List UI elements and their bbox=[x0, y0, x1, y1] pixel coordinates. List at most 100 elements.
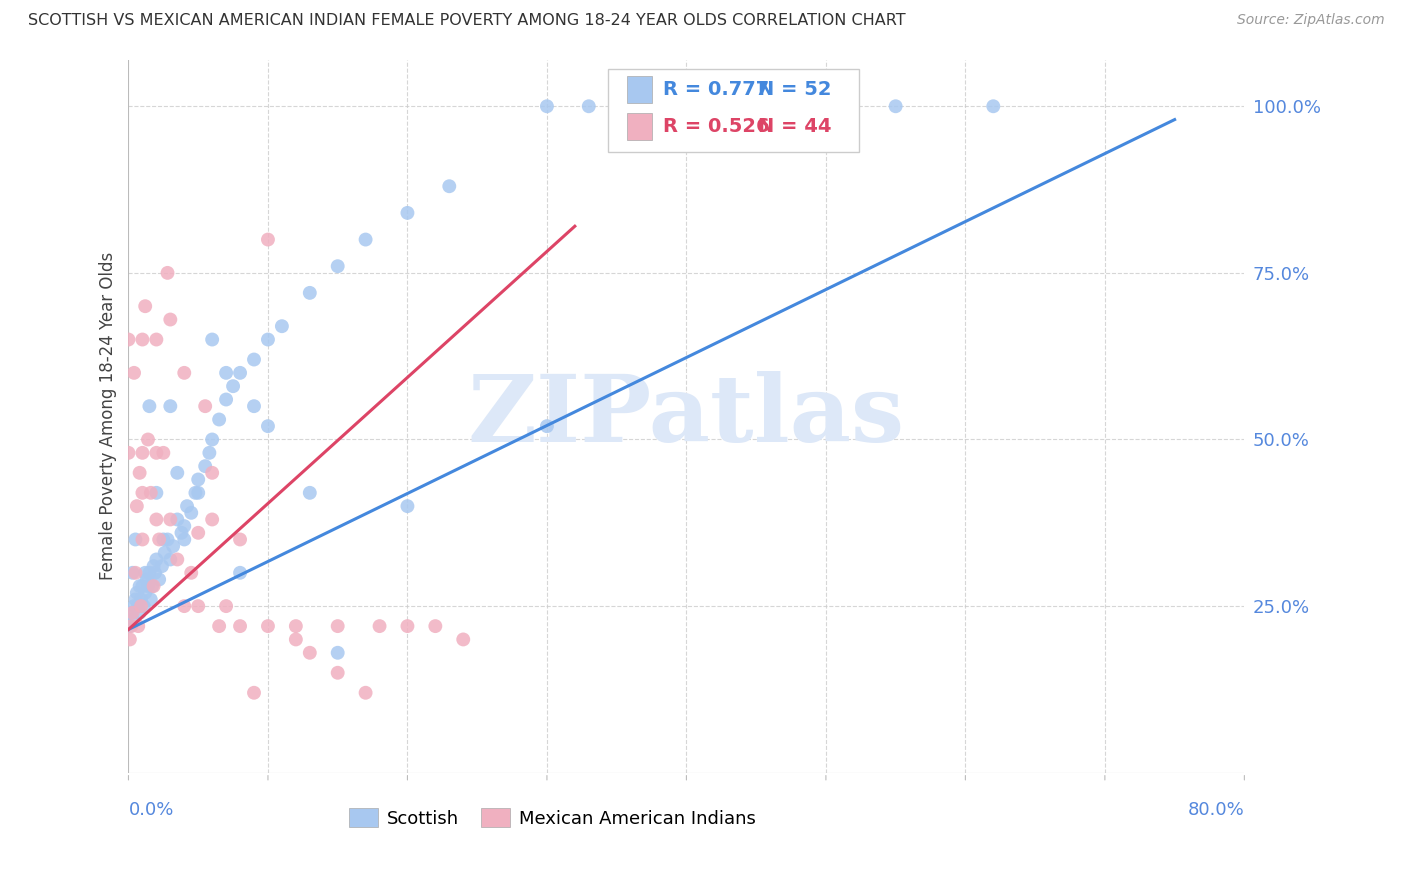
Point bbox=[136, 433, 159, 447]
Point bbox=[128, 606, 150, 620]
Point bbox=[176, 499, 198, 513]
Point bbox=[184, 485, 207, 500]
Point bbox=[121, 566, 143, 580]
Point bbox=[145, 512, 167, 526]
Point bbox=[884, 99, 907, 113]
Point bbox=[257, 233, 280, 247]
Point bbox=[132, 599, 155, 614]
Point bbox=[222, 379, 245, 393]
Point bbox=[298, 285, 321, 300]
Point bbox=[129, 599, 152, 614]
Point bbox=[215, 366, 238, 380]
FancyBboxPatch shape bbox=[627, 77, 652, 103]
Point bbox=[138, 566, 160, 580]
Point bbox=[170, 525, 193, 540]
Point bbox=[271, 319, 294, 334]
Point bbox=[981, 99, 1004, 113]
Point bbox=[257, 619, 280, 633]
Point bbox=[201, 333, 224, 347]
Point bbox=[180, 566, 202, 580]
Point bbox=[148, 533, 170, 547]
Point bbox=[135, 573, 157, 587]
Point bbox=[128, 466, 150, 480]
Point bbox=[118, 632, 141, 647]
Point bbox=[120, 606, 142, 620]
Point bbox=[159, 552, 181, 566]
Point bbox=[229, 366, 252, 380]
Point bbox=[120, 619, 142, 633]
Point bbox=[145, 552, 167, 566]
Text: R = 0.777: R = 0.777 bbox=[664, 80, 769, 99]
Point bbox=[129, 592, 152, 607]
Point bbox=[187, 473, 209, 487]
Text: ZIPatlas: ZIPatlas bbox=[468, 371, 905, 461]
Point bbox=[578, 99, 600, 113]
FancyBboxPatch shape bbox=[609, 69, 859, 153]
Point bbox=[134, 566, 156, 580]
Point bbox=[166, 466, 188, 480]
Point bbox=[131, 485, 153, 500]
Point bbox=[150, 559, 173, 574]
Point bbox=[243, 352, 266, 367]
Point bbox=[142, 559, 165, 574]
Point bbox=[215, 392, 238, 407]
Point bbox=[156, 533, 179, 547]
Text: SCOTTISH VS MEXICAN AMERICAN INDIAN FEMALE POVERTY AMONG 18-24 YEAR OLDS CORRELA: SCOTTISH VS MEXICAN AMERICAN INDIAN FEMA… bbox=[28, 13, 905, 29]
Point bbox=[134, 586, 156, 600]
Text: N = 52: N = 52 bbox=[758, 80, 831, 99]
Point bbox=[536, 99, 558, 113]
Point bbox=[125, 586, 148, 600]
Point bbox=[143, 566, 166, 580]
Point bbox=[354, 686, 377, 700]
Point bbox=[201, 512, 224, 526]
Point bbox=[127, 599, 149, 614]
Point bbox=[326, 619, 349, 633]
Point bbox=[128, 579, 150, 593]
Text: R = 0.526: R = 0.526 bbox=[664, 117, 769, 136]
Point bbox=[121, 606, 143, 620]
Point bbox=[208, 412, 231, 426]
Point bbox=[117, 333, 139, 347]
Point bbox=[148, 573, 170, 587]
Point bbox=[215, 599, 238, 614]
Point bbox=[124, 533, 146, 547]
Y-axis label: Female Poverty Among 18-24 Year Olds: Female Poverty Among 18-24 Year Olds bbox=[100, 252, 117, 581]
Point bbox=[284, 632, 307, 647]
Point bbox=[145, 485, 167, 500]
FancyBboxPatch shape bbox=[627, 113, 652, 140]
Point bbox=[396, 206, 419, 220]
Point bbox=[159, 312, 181, 326]
Point bbox=[439, 179, 461, 194]
Point bbox=[145, 333, 167, 347]
Point bbox=[139, 485, 162, 500]
Point bbox=[173, 519, 195, 533]
Point bbox=[125, 499, 148, 513]
Point bbox=[194, 459, 217, 474]
Point bbox=[131, 333, 153, 347]
Point bbox=[134, 299, 156, 313]
Text: 80.0%: 80.0% bbox=[1188, 801, 1244, 819]
Point bbox=[124, 566, 146, 580]
Point bbox=[139, 592, 162, 607]
Point bbox=[326, 665, 349, 680]
Point bbox=[156, 266, 179, 280]
Point bbox=[257, 419, 280, 434]
Point bbox=[152, 446, 174, 460]
Point bbox=[142, 579, 165, 593]
Point bbox=[243, 399, 266, 413]
Point bbox=[187, 485, 209, 500]
Point bbox=[326, 259, 349, 273]
Point bbox=[201, 466, 224, 480]
Point bbox=[173, 599, 195, 614]
Point bbox=[201, 433, 224, 447]
Point bbox=[145, 446, 167, 460]
Point bbox=[173, 533, 195, 547]
Point bbox=[136, 579, 159, 593]
Point bbox=[536, 419, 558, 434]
Point bbox=[173, 366, 195, 380]
Text: Source: ZipAtlas.com: Source: ZipAtlas.com bbox=[1237, 13, 1385, 28]
Point bbox=[298, 485, 321, 500]
Point bbox=[243, 686, 266, 700]
Point bbox=[208, 619, 231, 633]
Point bbox=[451, 632, 474, 647]
